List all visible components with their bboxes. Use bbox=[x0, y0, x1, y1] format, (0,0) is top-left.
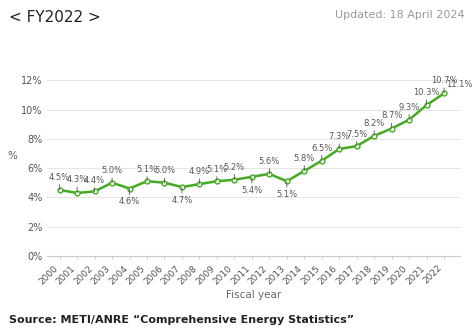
Text: 8.2%: 8.2% bbox=[364, 119, 385, 136]
Text: 5.8%: 5.8% bbox=[293, 154, 315, 171]
Text: 4.9%: 4.9% bbox=[189, 167, 210, 184]
Text: 4.4%: 4.4% bbox=[84, 176, 105, 192]
Text: 5.0%: 5.0% bbox=[101, 166, 123, 183]
Text: < FY2022 >: < FY2022 > bbox=[9, 10, 101, 25]
Text: 5.6%: 5.6% bbox=[259, 157, 280, 174]
Text: 9.3%: 9.3% bbox=[399, 103, 420, 120]
X-axis label: Fiscal year: Fiscal year bbox=[226, 290, 281, 300]
Text: 5.1%: 5.1% bbox=[137, 165, 157, 181]
Text: 8.7%: 8.7% bbox=[381, 112, 402, 129]
Y-axis label: %: % bbox=[8, 151, 18, 161]
Text: 11.1%: 11.1% bbox=[446, 80, 472, 89]
Text: 5.1%: 5.1% bbox=[276, 181, 297, 199]
Text: 6.5%: 6.5% bbox=[311, 144, 332, 161]
Text: 10.3%: 10.3% bbox=[413, 88, 440, 105]
Text: 7.5%: 7.5% bbox=[346, 130, 367, 146]
Text: 4.5%: 4.5% bbox=[49, 173, 70, 190]
Text: 10.7%: 10.7% bbox=[431, 76, 457, 93]
Text: 4.7%: 4.7% bbox=[171, 187, 192, 205]
Text: 5.2%: 5.2% bbox=[224, 163, 245, 180]
Text: 4.6%: 4.6% bbox=[119, 189, 140, 206]
Text: 5.1%: 5.1% bbox=[206, 165, 228, 181]
Text: 5.4%: 5.4% bbox=[241, 177, 263, 195]
Text: Updated: 18 April 2024: Updated: 18 April 2024 bbox=[335, 10, 465, 20]
Text: 4.3%: 4.3% bbox=[66, 175, 88, 193]
Text: 7.3%: 7.3% bbox=[328, 132, 350, 149]
Text: Source: METI/ANRE “Comprehensive Energy Statistics”: Source: METI/ANRE “Comprehensive Energy … bbox=[9, 315, 355, 325]
Text: 5.0%: 5.0% bbox=[154, 166, 175, 183]
